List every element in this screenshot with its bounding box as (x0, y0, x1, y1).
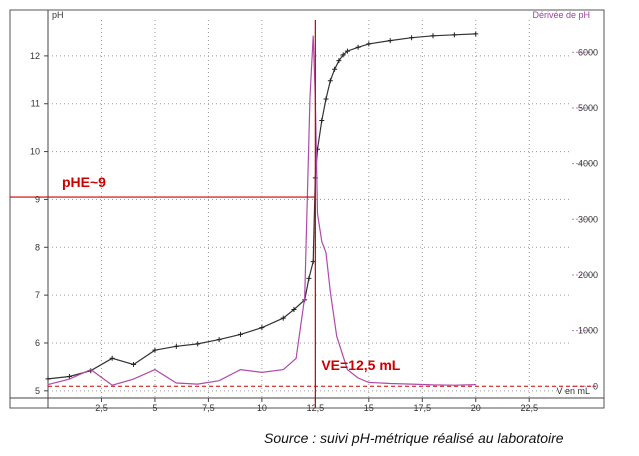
titration-chart: 2,5 5 7,5 10 12,5 15 17,5 20 22,5567891011120100… (9, 9, 605, 413)
ph-curve (47, 33, 476, 380)
ph-data-point (327, 78, 333, 84)
y-tick-label-left: 5 (35, 386, 40, 396)
equivalence-ph-label: pHE~9 (62, 174, 106, 190)
ph-data-point (336, 58, 342, 64)
ph-data-point (344, 48, 350, 54)
ph-data-point (45, 376, 51, 382)
ph-data-point (216, 337, 222, 343)
chart-area: 2,5 5 7,5 10 12,5 15 17,5 20 22,5 5 6 7 8 9 10 11 12 0 100… (9, 9, 605, 413)
ph-data-point (259, 325, 265, 331)
ph-data-point (131, 362, 137, 368)
ph-data-point (280, 315, 286, 321)
ph-data-point (173, 343, 179, 349)
y-axis-label-left: pH (52, 10, 64, 20)
y-tick-label-right: 4000 (578, 159, 598, 169)
ph-data-point (409, 35, 415, 41)
source-caption: Source : suivi pH-métrique réalisé au la… (264, 430, 564, 446)
y-tick-label-left: 10 (30, 147, 40, 157)
y-tick-label-right: 6000 (578, 47, 598, 57)
y-tick-label-left: 9 (35, 194, 40, 204)
ph-data-point (195, 341, 201, 347)
ph-data-point (306, 275, 312, 281)
x-tick-label: 15 (364, 403, 374, 413)
ph-data-point (332, 66, 338, 72)
equivalence-volume-label: VE=12,5 mL (321, 357, 400, 373)
y-tick-label-left: 7 (35, 290, 40, 300)
x-tick-label: 5 (152, 403, 157, 413)
ph-data-point (355, 44, 361, 50)
y-tick-label-right: 5000 (578, 103, 598, 113)
x-tick-label: 22,5 (520, 403, 538, 413)
ph-data-point (430, 33, 436, 39)
ph-data-point (323, 96, 329, 102)
ph-data-point (109, 355, 115, 361)
y-axis-label-right: Dérivée de pH (532, 10, 590, 20)
x-tick-label: 7,5 (202, 403, 215, 413)
ph-data-point (237, 331, 243, 337)
y-tick-label-left: 6 (35, 338, 40, 348)
x-axis-label: V en mL (556, 386, 590, 396)
y-tick-label-left: 12 (30, 51, 40, 61)
y-tick-label-left: 8 (35, 242, 40, 252)
x-tick-label: 10 (257, 403, 267, 413)
x-tick-label: 20 (471, 403, 481, 413)
ph-data-point (366, 41, 372, 47)
ph-data-point (66, 373, 72, 379)
ph-data-point (291, 306, 297, 312)
y-tick-label-left: 11 (31, 99, 40, 109)
x-tick-label: 2,5 (95, 403, 108, 413)
ph-data-point (340, 52, 346, 58)
y-tick-label-right: 2000 (578, 270, 598, 280)
ph-data-point (451, 32, 457, 38)
ph-data-point (152, 347, 158, 353)
ph-data-point (319, 117, 325, 123)
x-tick-label: 17,5 (414, 403, 432, 413)
ph-data-point (387, 38, 393, 44)
y-tick-label-right: 1000 (578, 326, 598, 336)
ph-data-point (473, 31, 479, 37)
derivative-curve (47, 35, 476, 386)
y-tick-label-right: 3000 (578, 214, 598, 224)
